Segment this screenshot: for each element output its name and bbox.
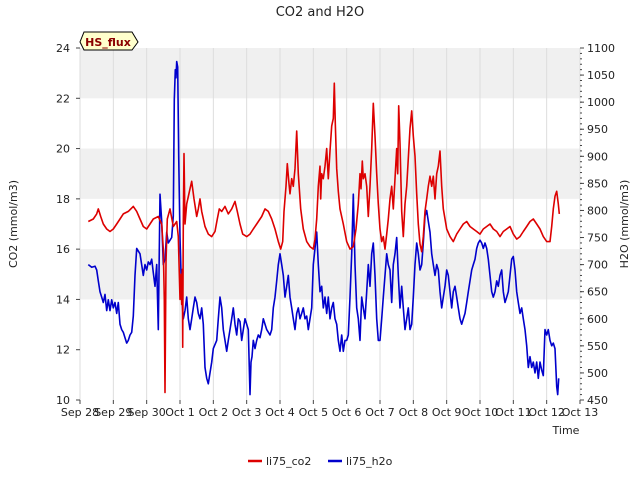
legend: li75_co2 li75_h2o bbox=[248, 455, 393, 468]
x-tick-label: Oct 2 bbox=[199, 406, 229, 419]
x-tick-label: Oct 9 bbox=[432, 406, 462, 419]
plot-area bbox=[80, 48, 580, 400]
grid-band bbox=[80, 48, 580, 99]
x-tick-label: Oct 13 bbox=[562, 406, 599, 419]
x-tick-label: Oct 7 bbox=[365, 406, 395, 419]
x-tick-label: Oct 10 bbox=[462, 406, 499, 419]
y-right-tick-label: 600 bbox=[587, 313, 608, 326]
y-right-tick-label: 900 bbox=[587, 150, 608, 163]
y-right-tick-label: 1050 bbox=[587, 69, 615, 82]
y-right-tick-label: 850 bbox=[587, 177, 608, 190]
x-tick-label: Oct 12 bbox=[528, 406, 565, 419]
y-left-tick-label: 22 bbox=[56, 92, 70, 105]
y-left-tick-label: 16 bbox=[56, 243, 70, 256]
y-right-tick-label: 700 bbox=[587, 259, 608, 272]
series-lines bbox=[87, 60, 561, 396]
x-tick-label: Sep 29 bbox=[94, 406, 132, 419]
y-right-tick-label: 1000 bbox=[587, 96, 615, 109]
plot-background bbox=[79, 48, 581, 400]
x-tick-label: Oct 11 bbox=[495, 406, 532, 419]
y-axis-left: 10 12 14 16 18 20 22 24 bbox=[56, 42, 80, 407]
x-axis-label: Time bbox=[552, 424, 580, 437]
x-tick-label: Oct 6 bbox=[332, 406, 362, 419]
y-right-tick-label: 500 bbox=[587, 367, 608, 380]
legend-label-li75_h2o: li75_h2o bbox=[346, 455, 393, 468]
y-left-tick-label: 18 bbox=[56, 193, 70, 206]
y-right-tick-label: 450 bbox=[587, 394, 608, 407]
x-tick-label: Oct 8 bbox=[399, 406, 429, 419]
y-left-tick-label: 12 bbox=[56, 344, 70, 357]
y-right-tick-label: 550 bbox=[587, 340, 608, 353]
series-line-li75_co2 bbox=[87, 82, 561, 394]
grid-bands bbox=[80, 48, 580, 300]
x-tick-label: Oct 4 bbox=[265, 406, 295, 419]
y-right-tick-label: 750 bbox=[587, 232, 608, 245]
y-right-tick-label: 800 bbox=[587, 204, 608, 217]
y-axis-right: 450 500 550 600 650 700 750 800 850 900 950 1000 105… bbox=[580, 42, 615, 407]
y-left-tick-label: 14 bbox=[56, 293, 70, 306]
x-tick-label: Oct 5 bbox=[299, 406, 329, 419]
x-tick-label: Oct 3 bbox=[232, 406, 262, 419]
x-tick-label: Sep 30 bbox=[128, 406, 166, 419]
y-right-tick-label: 650 bbox=[587, 286, 608, 299]
grid-band bbox=[80, 249, 580, 300]
y-left-tick-label: 24 bbox=[56, 42, 70, 55]
legend-label-li75_co2: li75_co2 bbox=[266, 455, 311, 468]
y-right-tick-label: 950 bbox=[587, 123, 608, 136]
chart-title: CO2 and H2O bbox=[276, 5, 365, 20]
y-axis-left-label: CO2 (mmol/m3) bbox=[7, 180, 20, 268]
site-label-box: HS_flux bbox=[79, 31, 139, 51]
site-label-shape bbox=[79, 31, 139, 51]
x-tick-label: Oct 1 bbox=[165, 406, 195, 419]
y-axis-right-label: H2O (mmol/m3) bbox=[618, 180, 631, 269]
y-left-tick-label: 20 bbox=[56, 143, 70, 156]
y-left-tick-label: 10 bbox=[56, 394, 70, 407]
y-right-tick-label: 1100 bbox=[587, 42, 615, 55]
x-tick-label: Sep 28 bbox=[61, 406, 99, 419]
site-label: HS_flux bbox=[85, 36, 131, 49]
